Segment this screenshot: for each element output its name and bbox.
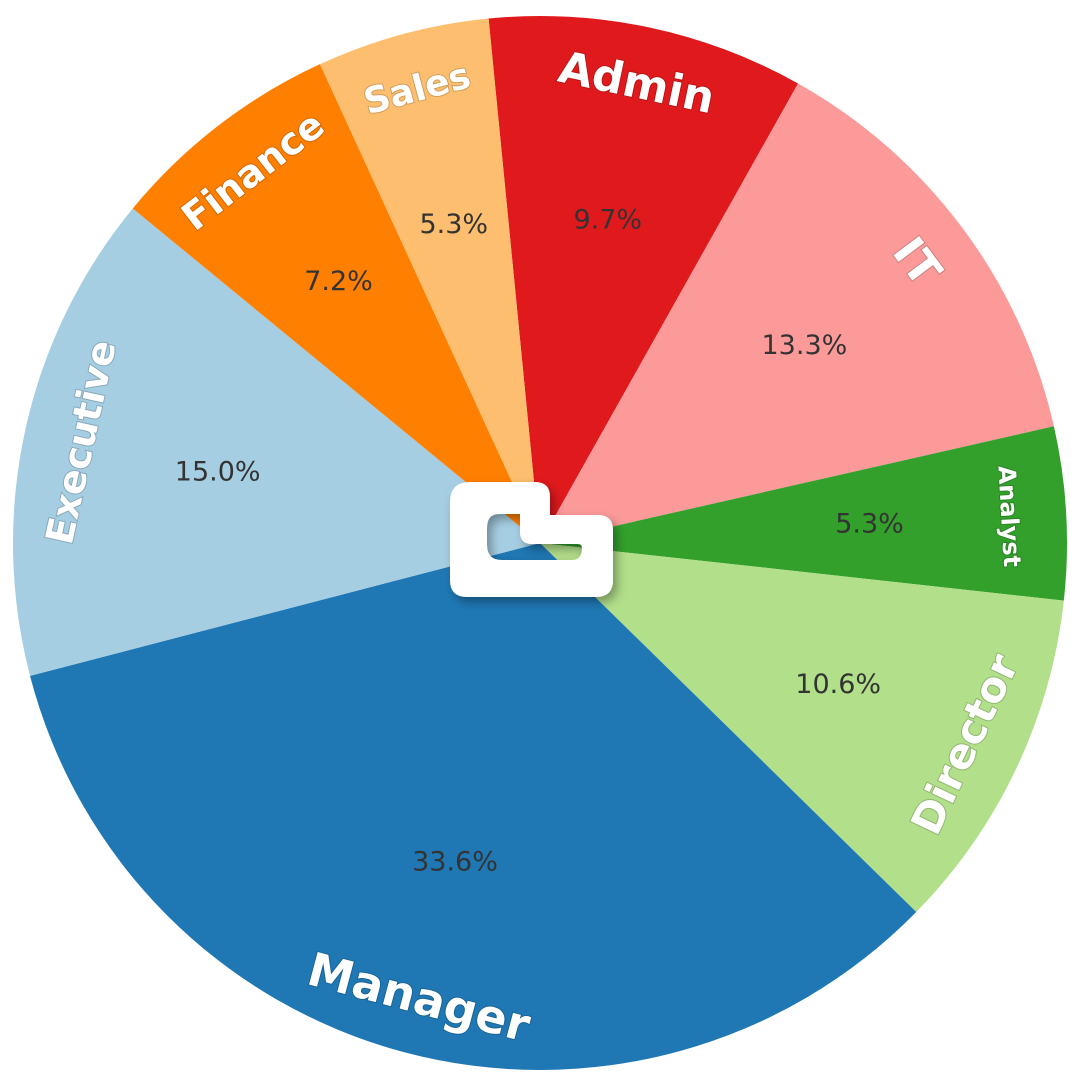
percent-label-manager: 33.6% xyxy=(412,846,498,877)
pie-slice-analyst xyxy=(540,426,1068,601)
percent-label-it: 13.3% xyxy=(762,330,848,361)
slices-layer xyxy=(13,16,1068,1071)
percent-label-analyst: 5.3% xyxy=(835,509,904,540)
percent-label-executive: 15.0% xyxy=(175,457,261,488)
pie-slice-sales xyxy=(319,18,540,543)
pie-slice-executive xyxy=(13,208,540,676)
pie-slice-it xyxy=(540,83,1054,543)
percent-label-admin: 9.7% xyxy=(573,205,642,236)
percent-label-finance: 7.2% xyxy=(304,266,373,297)
slice-percent-labels: 9.7% 13.3% 5.3% 10.6% 33.6% 15.0% 7.2% 5.3% xyxy=(175,205,904,878)
c-logo-shape xyxy=(450,482,613,597)
pie-slice-manager xyxy=(30,543,917,1071)
pie-slice-finance xyxy=(132,64,540,543)
slice-name-analyst: Analyst xyxy=(992,465,1026,568)
percent-label-director: 10.6% xyxy=(795,669,881,700)
pie-slice-admin xyxy=(488,16,799,544)
c-logo-icon xyxy=(450,482,613,597)
pie-slice-director xyxy=(540,543,1064,912)
percent-label-sales: 5.3% xyxy=(419,209,488,240)
